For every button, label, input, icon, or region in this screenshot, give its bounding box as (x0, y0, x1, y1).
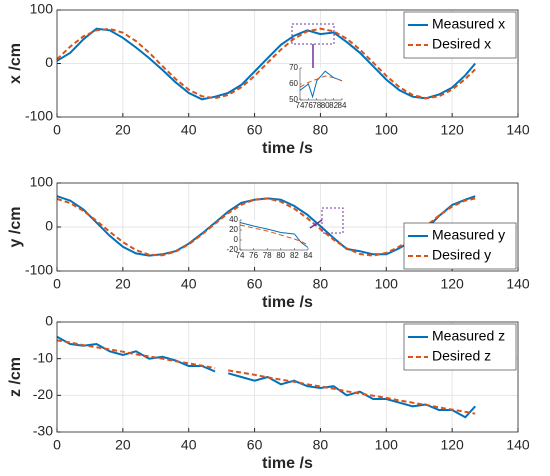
series-line (299, 75, 343, 88)
legend-label: Measured y (432, 227, 505, 243)
series-line (56, 27, 476, 100)
series-line (239, 224, 309, 246)
zoom-arrow (309, 219, 323, 229)
x-tick-label: 40 (181, 437, 197, 453)
inset-x-tick-label: 82 (290, 251, 299, 260)
inset-y-tick-label: 60 (289, 79, 298, 88)
inset-y-tick-label: 20 (229, 225, 238, 234)
x-axis-label: time /s (262, 140, 313, 157)
x-tick-label: 0 (53, 437, 61, 453)
y-tick-label: -30 (33, 423, 53, 439)
y-axis-label: z /cm (7, 357, 24, 397)
legend-label: Measured z (432, 328, 505, 344)
series-line (56, 197, 476, 257)
x-tick-label: 80 (313, 122, 329, 138)
y-tick-label: 0 (45, 54, 53, 70)
inset-x-tick-label: 78 (263, 251, 272, 260)
x-tick-label: 100 (375, 276, 399, 292)
x-tick-label: 80 (313, 437, 329, 453)
x-tick-label: 40 (181, 122, 197, 138)
inset-y-tick-label: 40 (229, 215, 238, 224)
axes-box (56, 321, 519, 433)
y-tick-label: -100 (25, 108, 53, 124)
x-tick-label: 120 (440, 276, 464, 292)
legend-box (403, 323, 517, 371)
inset-x-tick-label: 78 (312, 101, 321, 110)
x-tick-label: 120 (440, 437, 464, 453)
y-tick-label: 0 (45, 218, 53, 234)
y-tick-label: 100 (30, 1, 54, 17)
inset-y-tick-label: 70 (289, 63, 298, 72)
x-tick-label: 60 (247, 122, 263, 138)
inset-x-tick-label: 76 (249, 251, 258, 260)
x-tick-label: 140 (506, 276, 530, 292)
axes-box (56, 9, 519, 118)
x-tick-label: 100 (375, 122, 399, 138)
legend-label: Desired z (432, 348, 491, 364)
x-tick-label: 40 (181, 276, 197, 292)
axes-box (56, 182, 519, 272)
legend-label: Measured x (432, 16, 505, 32)
y-tick-label: -10 (33, 349, 53, 365)
x-tick-label: 0 (53, 276, 61, 292)
x-axis-label: time /s (262, 455, 313, 472)
zoom-box (291, 23, 335, 45)
y-tick-label: 0 (45, 313, 53, 329)
x-axis-label: time /s (262, 294, 313, 311)
x-tick-label: 120 (440, 122, 464, 138)
zoom-box (321, 207, 344, 234)
inset-area (300, 68, 342, 100)
y-axis-label: x /cm (7, 43, 24, 84)
inset-x-tick-label: 84 (304, 251, 313, 260)
inset-x-tick-label: 74 (296, 101, 305, 110)
x-tick-label: 20 (115, 276, 131, 292)
legend-box (403, 222, 517, 270)
legend-box (403, 11, 517, 59)
inset-x-tick-label: 80 (276, 251, 285, 260)
inset-x-tick-label: 76 (304, 101, 313, 110)
x-tick-label: 60 (247, 276, 263, 292)
series-line (56, 27, 476, 101)
inset-x-tick-label: 74 (236, 251, 245, 260)
series-line (239, 222, 309, 248)
inset-x-tick-label: 82 (329, 101, 338, 110)
x-tick-label: 100 (375, 437, 399, 453)
legend-label: Desired x (432, 36, 491, 52)
series-line (56, 339, 476, 415)
y-tick-label: -20 (33, 386, 53, 402)
x-tick-label: 20 (115, 437, 131, 453)
y-tick-label: -100 (25, 262, 53, 278)
inset-x-tick-label: 84 (338, 101, 347, 110)
inset-area (240, 220, 308, 250)
y-axis-label: y /cm (7, 207, 24, 248)
legend-label: Desired y (432, 247, 491, 263)
x-tick-label: 20 (115, 122, 131, 138)
x-tick-label: 140 (506, 437, 530, 453)
x-tick-label: 80 (313, 276, 329, 292)
inset-y-tick-label: 50 (289, 95, 298, 104)
inset-x-tick-label: 80 (321, 101, 330, 110)
x-tick-label: 0 (53, 122, 61, 138)
inset-y-tick-label: -20 (226, 245, 238, 254)
x-tick-label: 60 (247, 437, 263, 453)
x-tick-label: 140 (506, 122, 530, 138)
y-tick-label: 100 (30, 174, 54, 190)
inset-y-tick-label: 0 (234, 235, 239, 244)
